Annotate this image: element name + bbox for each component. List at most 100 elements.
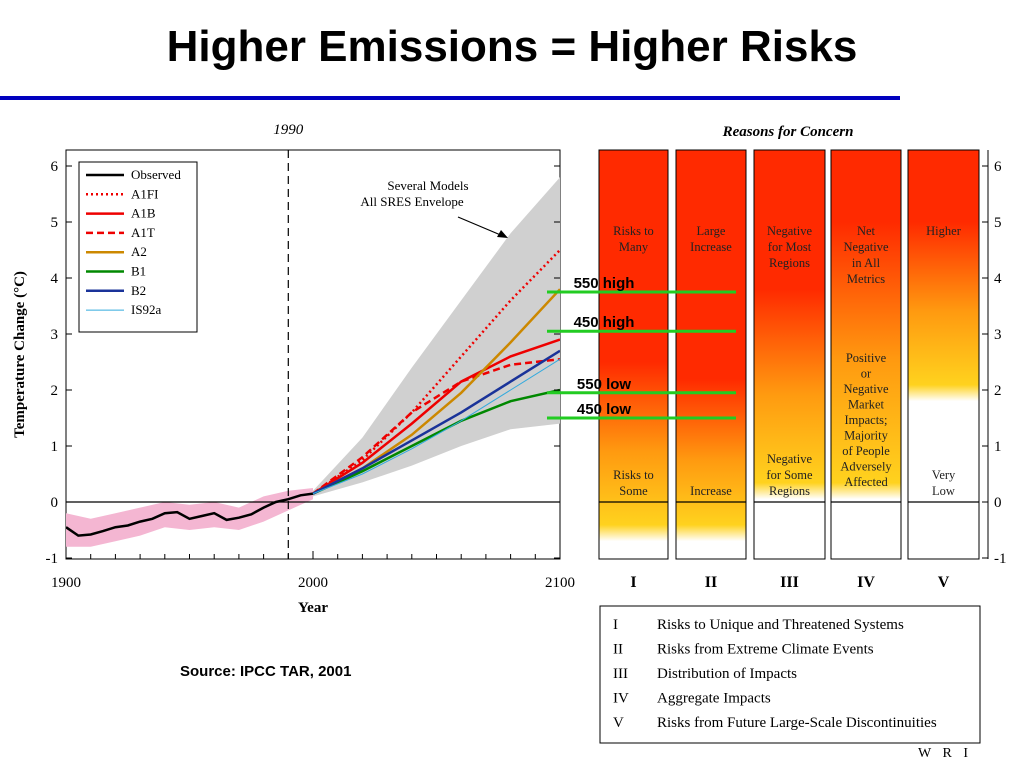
threshold-label: 550 low — [577, 376, 632, 393]
legend-label-a2: A2 — [131, 244, 147, 259]
concern-column-i — [598, 149, 669, 560]
y-tick-label: 6 — [51, 159, 59, 175]
concern-bottom-text: Low — [932, 484, 955, 498]
footer-logo-text: W R I — [918, 746, 972, 761]
key-numeral: II — [613, 642, 623, 658]
series-line-a1t — [312, 357, 560, 495]
concern-mid-text: Adversely — [840, 460, 892, 474]
page-title: Higher Emissions = Higher Risks — [166, 22, 858, 71]
concern-mid-text: Market — [848, 398, 885, 412]
concern-column-v — [907, 149, 980, 560]
right-y-tick-label: 5 — [994, 215, 1002, 231]
right-y-tick-label: 2 — [994, 383, 1002, 399]
y-tick-label: 0 — [51, 495, 59, 511]
annotation-arrowhead — [497, 230, 508, 238]
concern-bottom-text: Increase — [690, 484, 732, 498]
legend-label-a1t: A1T — [131, 225, 155, 240]
concern-panel-title: Reasons for Concern — [722, 124, 854, 140]
legend-label-a1fi: A1FI — [131, 186, 158, 201]
x-tick-label: 1900 — [51, 575, 81, 591]
concern-numeral-ii: II — [705, 574, 717, 591]
concern-key-box — [599, 605, 981, 744]
threshold-label: 550 high — [574, 275, 635, 292]
legend-label-observed: Observed — [131, 167, 181, 182]
concern-top-text: Many — [619, 240, 649, 254]
x-axis-label: Year — [298, 600, 328, 616]
concern-mid-text: Majority — [844, 429, 888, 443]
y-tick-label: -1 — [46, 551, 59, 567]
legend-label-a1b: A1B — [131, 206, 156, 221]
concern-top-text: Negative — [767, 224, 813, 238]
right-y-tick-label: -1 — [994, 551, 1007, 567]
legend-label-b2: B2 — [131, 283, 146, 298]
right-y-tick-label: 4 — [994, 271, 1002, 287]
concern-top-text: in All — [852, 256, 881, 270]
y-tick-label: 4 — [51, 271, 59, 287]
concern-mid-text: Affected — [844, 475, 888, 489]
right-y-tick-label: 3 — [994, 327, 1002, 343]
concern-mid-text: of People — [842, 444, 890, 458]
y-tick-label: 2 — [51, 383, 59, 399]
concern-bottom-text: Risks to — [613, 468, 654, 482]
concern-top-text: Regions — [769, 256, 810, 270]
title-rule — [0, 96, 900, 100]
y-axis-label: Temperature Change (°C) — [12, 271, 28, 438]
legend-label-b1: B1 — [131, 264, 146, 279]
key-text: Aggregate Impacts — [657, 691, 771, 707]
y-tick-label: 3 — [51, 327, 59, 343]
legend-label-is92a: IS92a — [131, 302, 162, 317]
concern-top-text: Metrics — [847, 272, 885, 286]
concern-column-iv — [830, 149, 902, 560]
legend-box — [78, 161, 198, 333]
key-numeral: III — [613, 666, 628, 682]
sres-envelope — [313, 177, 560, 497]
right-y-tick-label: 0 — [994, 495, 1002, 511]
x-tick-label: 2000 — [298, 575, 328, 591]
right-y-tick-label: 1 — [994, 439, 1002, 455]
key-text: Risks from Future Large-Scale Discontinu… — [657, 715, 937, 731]
concern-top-text: for Most — [768, 240, 812, 254]
reasons-for-concern-panel: Reasons for Concern Risks to Many Risks to S… — [547, 124, 1007, 744]
concern-bottom-text: Negative — [767, 452, 813, 466]
series-line-b2 — [312, 349, 560, 495]
threshold-label: 450 low — [577, 401, 632, 418]
concern-bottom-text: Very — [932, 468, 956, 482]
concern-column-ii — [675, 149, 747, 560]
marker-label-1990: 1990 — [273, 122, 304, 138]
concern-bottom-text: Regions — [769, 484, 810, 498]
series-line-observed — [66, 492, 314, 537]
concern-top-text: Increase — [690, 240, 732, 254]
threshold-label: 450 high — [574, 314, 635, 331]
envelope-annotation-line1: Several Models — [387, 178, 468, 193]
envelope-annotation-line2: All SRES Envelope — [360, 194, 464, 209]
key-text: Risks to Unique and Threatened Systems — [657, 617, 904, 633]
key-text: Distribution of Impacts — [657, 666, 797, 682]
right-y-tick-label: 6 — [994, 159, 1002, 175]
series-line-b1 — [312, 388, 560, 495]
concern-top-text: Net — [857, 224, 876, 238]
key-numeral: IV — [613, 691, 629, 707]
temperature-plot: 1990 -1 0 1 2 3 4 5 6 1900 2000 2100 Year Temperature… — [12, 122, 575, 616]
concern-bottom-text: Some — [619, 484, 648, 498]
concern-numeral-i: I — [630, 574, 636, 591]
concern-top-text: Higher — [926, 224, 962, 238]
y-tick-label: 5 — [51, 215, 59, 231]
concern-numeral-iv: IV — [857, 574, 875, 591]
series-line-a1b — [312, 338, 560, 495]
concern-mid-text: or — [861, 367, 872, 381]
concern-mid-text: Impacts; — [844, 413, 887, 427]
y-tick-label: 1 — [51, 439, 59, 455]
series-line-a1fi — [312, 249, 560, 495]
concern-top-text: Negative — [843, 240, 889, 254]
concern-top-text: Large — [697, 224, 726, 238]
concern-top-text: Risks to — [613, 224, 654, 238]
key-numeral: V — [613, 715, 624, 731]
source-note: Source: IPCC TAR, 2001 — [180, 663, 352, 680]
x-tick-label: 2100 — [545, 575, 575, 591]
annotation-arrow — [457, 216, 504, 237]
concern-mid-text: Negative — [843, 382, 889, 396]
concern-mid-text: Positive — [846, 351, 887, 365]
key-text: Risks from Extreme Climate Events — [657, 642, 874, 658]
concern-bottom-text: for Some — [766, 468, 813, 482]
